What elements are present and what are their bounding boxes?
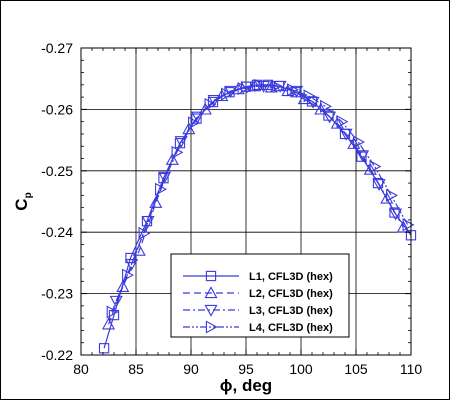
series-4-point (369, 159, 382, 174)
series-1-point (125, 252, 136, 264)
series-4 (106, 78, 415, 319)
series-3-point (323, 111, 337, 124)
series-4-point (138, 226, 151, 240)
series-2-point (101, 317, 116, 330)
series-2-point (363, 162, 377, 175)
y-tick-label: -0.23 (41, 286, 73, 302)
series-4-point (320, 99, 332, 113)
series-2-point (116, 280, 130, 292)
x-tick-label: 85 (128, 361, 144, 377)
legend-label: L3, CFL3D (hex) (249, 305, 333, 317)
series-4-point (270, 79, 283, 93)
x-tick-label: 110 (400, 361, 423, 377)
x-tick-label: 80 (73, 361, 89, 377)
series-4-point (353, 135, 365, 149)
legend-label: L1, CFL3D (hex) (249, 271, 333, 283)
y-axis-title: Cp (12, 192, 34, 210)
series-3-point (306, 96, 320, 109)
series-4-point (122, 268, 134, 282)
series-4-point (287, 83, 299, 97)
y-tick-label: -0.24 (41, 224, 73, 240)
series-3-point (125, 258, 139, 271)
series-4-point (171, 145, 184, 159)
series-1-point (98, 343, 110, 354)
x-axis-title: ϕ, deg (220, 376, 272, 395)
y-tick-label: -0.22 (41, 347, 73, 363)
series-4-point (106, 305, 119, 319)
series-4-point (221, 87, 233, 101)
x-tick-label: 100 (289, 361, 313, 377)
series-4-point (303, 89, 316, 103)
series-2-point (314, 102, 328, 115)
series-2-point (380, 191, 394, 204)
legend-marker (204, 286, 218, 299)
series-2-point (297, 92, 311, 105)
series-3-point (109, 295, 123, 308)
series-4-point (336, 115, 349, 129)
series-1-point (356, 151, 367, 162)
series-1-point (174, 138, 186, 149)
series-4-line (111, 84, 409, 313)
series-4-point (155, 182, 167, 196)
series-3-point (174, 136, 188, 149)
legend-label: L2, CFL3D (hex) (249, 288, 333, 300)
y-tick-label: -0.25 (41, 163, 73, 179)
series-4-point (237, 81, 250, 96)
series-3-point (372, 179, 386, 192)
series-2-point (132, 243, 146, 256)
series-3-point (339, 128, 353, 141)
y-axis-title-main: C (12, 198, 31, 210)
series-4-point (402, 218, 415, 232)
series-2-point (330, 116, 344, 129)
legend-marker (205, 270, 217, 282)
series-2-point (149, 195, 163, 208)
series-4-point (188, 116, 200, 130)
series-4-point (386, 188, 398, 202)
series-4-point (204, 97, 217, 112)
x-tick-label: 90 (183, 361, 199, 377)
legend-label: L4, CFL3D (hex) (249, 322, 333, 334)
series-3-point (191, 111, 205, 124)
series-3-point (141, 215, 155, 228)
legend-marker (205, 320, 218, 334)
series-4-point (254, 78, 266, 92)
series-layer (98, 78, 417, 354)
series-3-point (207, 95, 221, 107)
x-tick-label: 95 (238, 361, 254, 377)
legend-marker (204, 304, 218, 317)
legend: L1, CFL3D (hex) L2, CFL3D (hex) L3, CFL3D … (170, 253, 350, 338)
series-3-point (257, 80, 271, 93)
series-3-point (389, 208, 403, 221)
series-2-point (165, 153, 179, 165)
series-1-point (207, 96, 219, 108)
y-axis-title-subscript: p (23, 192, 34, 198)
series-2-point (396, 220, 410, 233)
x-tick-label: 105 (344, 361, 368, 377)
y-tick-label: -0.26 (41, 101, 73, 117)
series-2-point (182, 122, 196, 135)
y-tick-label: -0.27 (41, 40, 73, 56)
series-3-point (356, 150, 370, 163)
series-2-point (347, 137, 361, 149)
series-3-point (158, 171, 172, 184)
legend-box (170, 253, 350, 338)
tick-layer: 80 85 90 95 100 105 110 -0.22 -0.23 -0.24 -0.25 -0.… (41, 40, 422, 377)
